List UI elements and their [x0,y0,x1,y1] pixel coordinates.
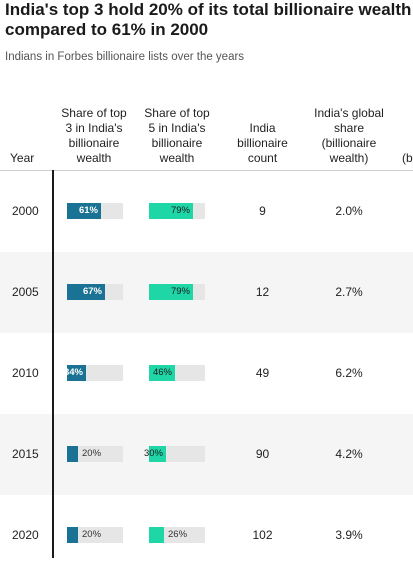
top5-share-bar-fill [149,203,193,219]
year-cell: 2020 [12,528,39,542]
table-row: 2005 67% 79% 12 2.7% [0,252,413,333]
header-top3-share: Share of top 3 in India's billionaire we… [60,88,128,166]
top3-share-bar-label: 67% [82,286,102,297]
header-billionaire-count: India billionaire count [225,88,300,166]
top5-share-bar-fill [149,284,193,300]
header-truncated-column: (b [402,88,413,166]
top5-share-bar-label: 46% [152,367,172,378]
header-count-label: India billionaire count [237,121,288,165]
global-share-cell: 6.2% [335,366,363,380]
top5-share-bar-label: 26% [168,529,188,540]
year-cell: 2000 [12,204,39,218]
top5-share-bar-track: 30% [144,446,205,462]
table-row: 2020 20% 26% 102 3.9% [0,495,413,576]
header-top3-label: Share of top 3 in India's billionaire we… [61,106,127,165]
top5-share-bar-fill [149,527,164,543]
title-line-1: India's top 3 hold 20% of its total bill… [5,0,412,19]
chart-subtitle: Indians in Forbes billionaire lists over… [5,51,245,63]
billionaire-count-cell: 9 [259,204,266,218]
top3-share-bar-fill [67,365,86,381]
top3-share-bar-track: 34% [63,365,123,381]
header-divider [0,170,413,171]
top3-share-bar-label: 34% [63,367,83,378]
top5-share-bar-fill [149,365,175,381]
global-share-cell: 2.0% [335,204,363,218]
top3-share-bar-label: 20% [82,529,102,540]
top3-share-bar-label: 61% [78,205,98,216]
top5-share-bar-label: 79% [170,205,190,216]
billionaire-count-cell: 102 [252,528,273,542]
top5-share-bar-label: 30% [143,448,163,459]
header-top5-share: Share of top 5 in India's billionaire we… [140,88,214,166]
global-share-cell: 2.7% [335,285,363,299]
top3-share-bar-fill [67,203,101,219]
table-row: 2010 34% 46% 49 6.2% [0,333,413,414]
top5-share-bar-fill [149,446,166,462]
header-year: Year [10,88,46,166]
billionaire-count-cell: 90 [255,447,270,461]
top3-share-bar-track: 20% [67,446,123,462]
top3-share-bar-fill [67,446,78,462]
header-year-label: Year [10,151,35,165]
top3-share-bar-track: 61% [67,203,123,219]
top5-share-bar-track: 79% [149,284,205,300]
header-top5-label: Share of top 5 in India's billionaire we… [144,106,210,165]
year-cell: 2015 [12,447,39,461]
top3-share-bar-track: 67% [67,284,123,300]
billionaire-count-cell: 12 [255,285,270,299]
year-cell: 2005 [12,285,39,299]
top3-share-bar-fill [67,527,78,543]
top3-share-bar-label: 20% [82,448,102,459]
billionaire-count-cell: 49 [255,366,270,380]
top5-share-bar-track: 46% [149,365,205,381]
year-column-divider [52,170,54,558]
year-cell: 2010 [12,366,39,380]
global-share-cell: 4.2% [335,447,363,461]
top5-share-bar-label: 79% [170,286,190,297]
chart-title: India's top 3 hold 20% of its total bill… [5,0,413,40]
table-row: 2000 61% 79% 9 2.0% [0,171,413,252]
top3-share-bar-fill [67,284,105,300]
header-global-label: India's global share (billionaire wealth… [314,106,384,165]
top3-share-bar-track: 20% [67,527,123,543]
title-line-2: compared to 61% in 2000 [5,20,209,39]
top5-share-bar-track: 79% [149,203,205,219]
top5-share-bar-track: 26% [149,527,205,543]
header-truncated-label: (b [402,151,413,165]
header-global-share: India's global share (billionaire wealth… [310,88,388,166]
global-share-cell: 3.9% [335,528,363,542]
table-row: 2015 20% 30% 90 4.2% [0,414,413,495]
